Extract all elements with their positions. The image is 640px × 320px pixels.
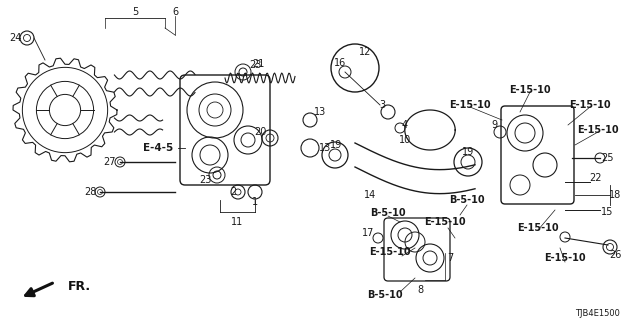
Text: E-15-10: E-15-10 <box>517 223 559 233</box>
Text: 23: 23 <box>249 60 261 70</box>
Text: 27: 27 <box>104 157 116 167</box>
Text: 2: 2 <box>230 187 236 197</box>
Text: 22: 22 <box>589 173 601 183</box>
Text: 14: 14 <box>364 190 376 200</box>
Text: 19: 19 <box>462 147 474 157</box>
Text: 8: 8 <box>417 285 423 295</box>
Text: 3: 3 <box>379 100 385 110</box>
Text: 24: 24 <box>9 33 21 43</box>
Text: 15: 15 <box>601 207 613 217</box>
Text: B-5-10: B-5-10 <box>367 290 403 300</box>
Text: 25: 25 <box>601 153 613 163</box>
Text: 26: 26 <box>609 250 621 260</box>
Text: 13: 13 <box>319 143 331 153</box>
Text: 6: 6 <box>172 7 178 17</box>
Text: E-15-10: E-15-10 <box>449 100 491 110</box>
Text: 9: 9 <box>491 120 497 130</box>
Text: 7: 7 <box>447 253 453 263</box>
Text: TJB4E1500: TJB4E1500 <box>575 308 620 317</box>
Text: 23: 23 <box>199 175 211 185</box>
Text: 10: 10 <box>399 135 411 145</box>
Text: 13: 13 <box>314 107 326 117</box>
Text: E-15-10: E-15-10 <box>544 253 586 263</box>
Text: E-15-10: E-15-10 <box>509 85 551 95</box>
Text: 28: 28 <box>84 187 96 197</box>
Text: 19: 19 <box>330 140 342 150</box>
Text: B-5-10: B-5-10 <box>370 208 406 218</box>
Text: 16: 16 <box>334 58 346 68</box>
Text: E-15-10: E-15-10 <box>424 217 466 227</box>
Text: 17: 17 <box>362 228 374 238</box>
Text: 12: 12 <box>359 47 371 57</box>
Text: E-15-10: E-15-10 <box>569 100 611 110</box>
Text: 11: 11 <box>231 217 243 227</box>
Text: FR.: FR. <box>68 279 91 292</box>
Text: 5: 5 <box>132 7 138 17</box>
Text: E-15-10: E-15-10 <box>577 125 619 135</box>
Text: 20: 20 <box>254 127 266 137</box>
Text: 21: 21 <box>252 59 264 69</box>
Text: E-15-10: E-15-10 <box>369 247 411 257</box>
Text: 4: 4 <box>402 120 408 130</box>
Text: E-4-5: E-4-5 <box>143 143 173 153</box>
Text: B-5-10: B-5-10 <box>449 195 485 205</box>
Text: 1: 1 <box>252 197 258 207</box>
Text: 18: 18 <box>609 190 621 200</box>
